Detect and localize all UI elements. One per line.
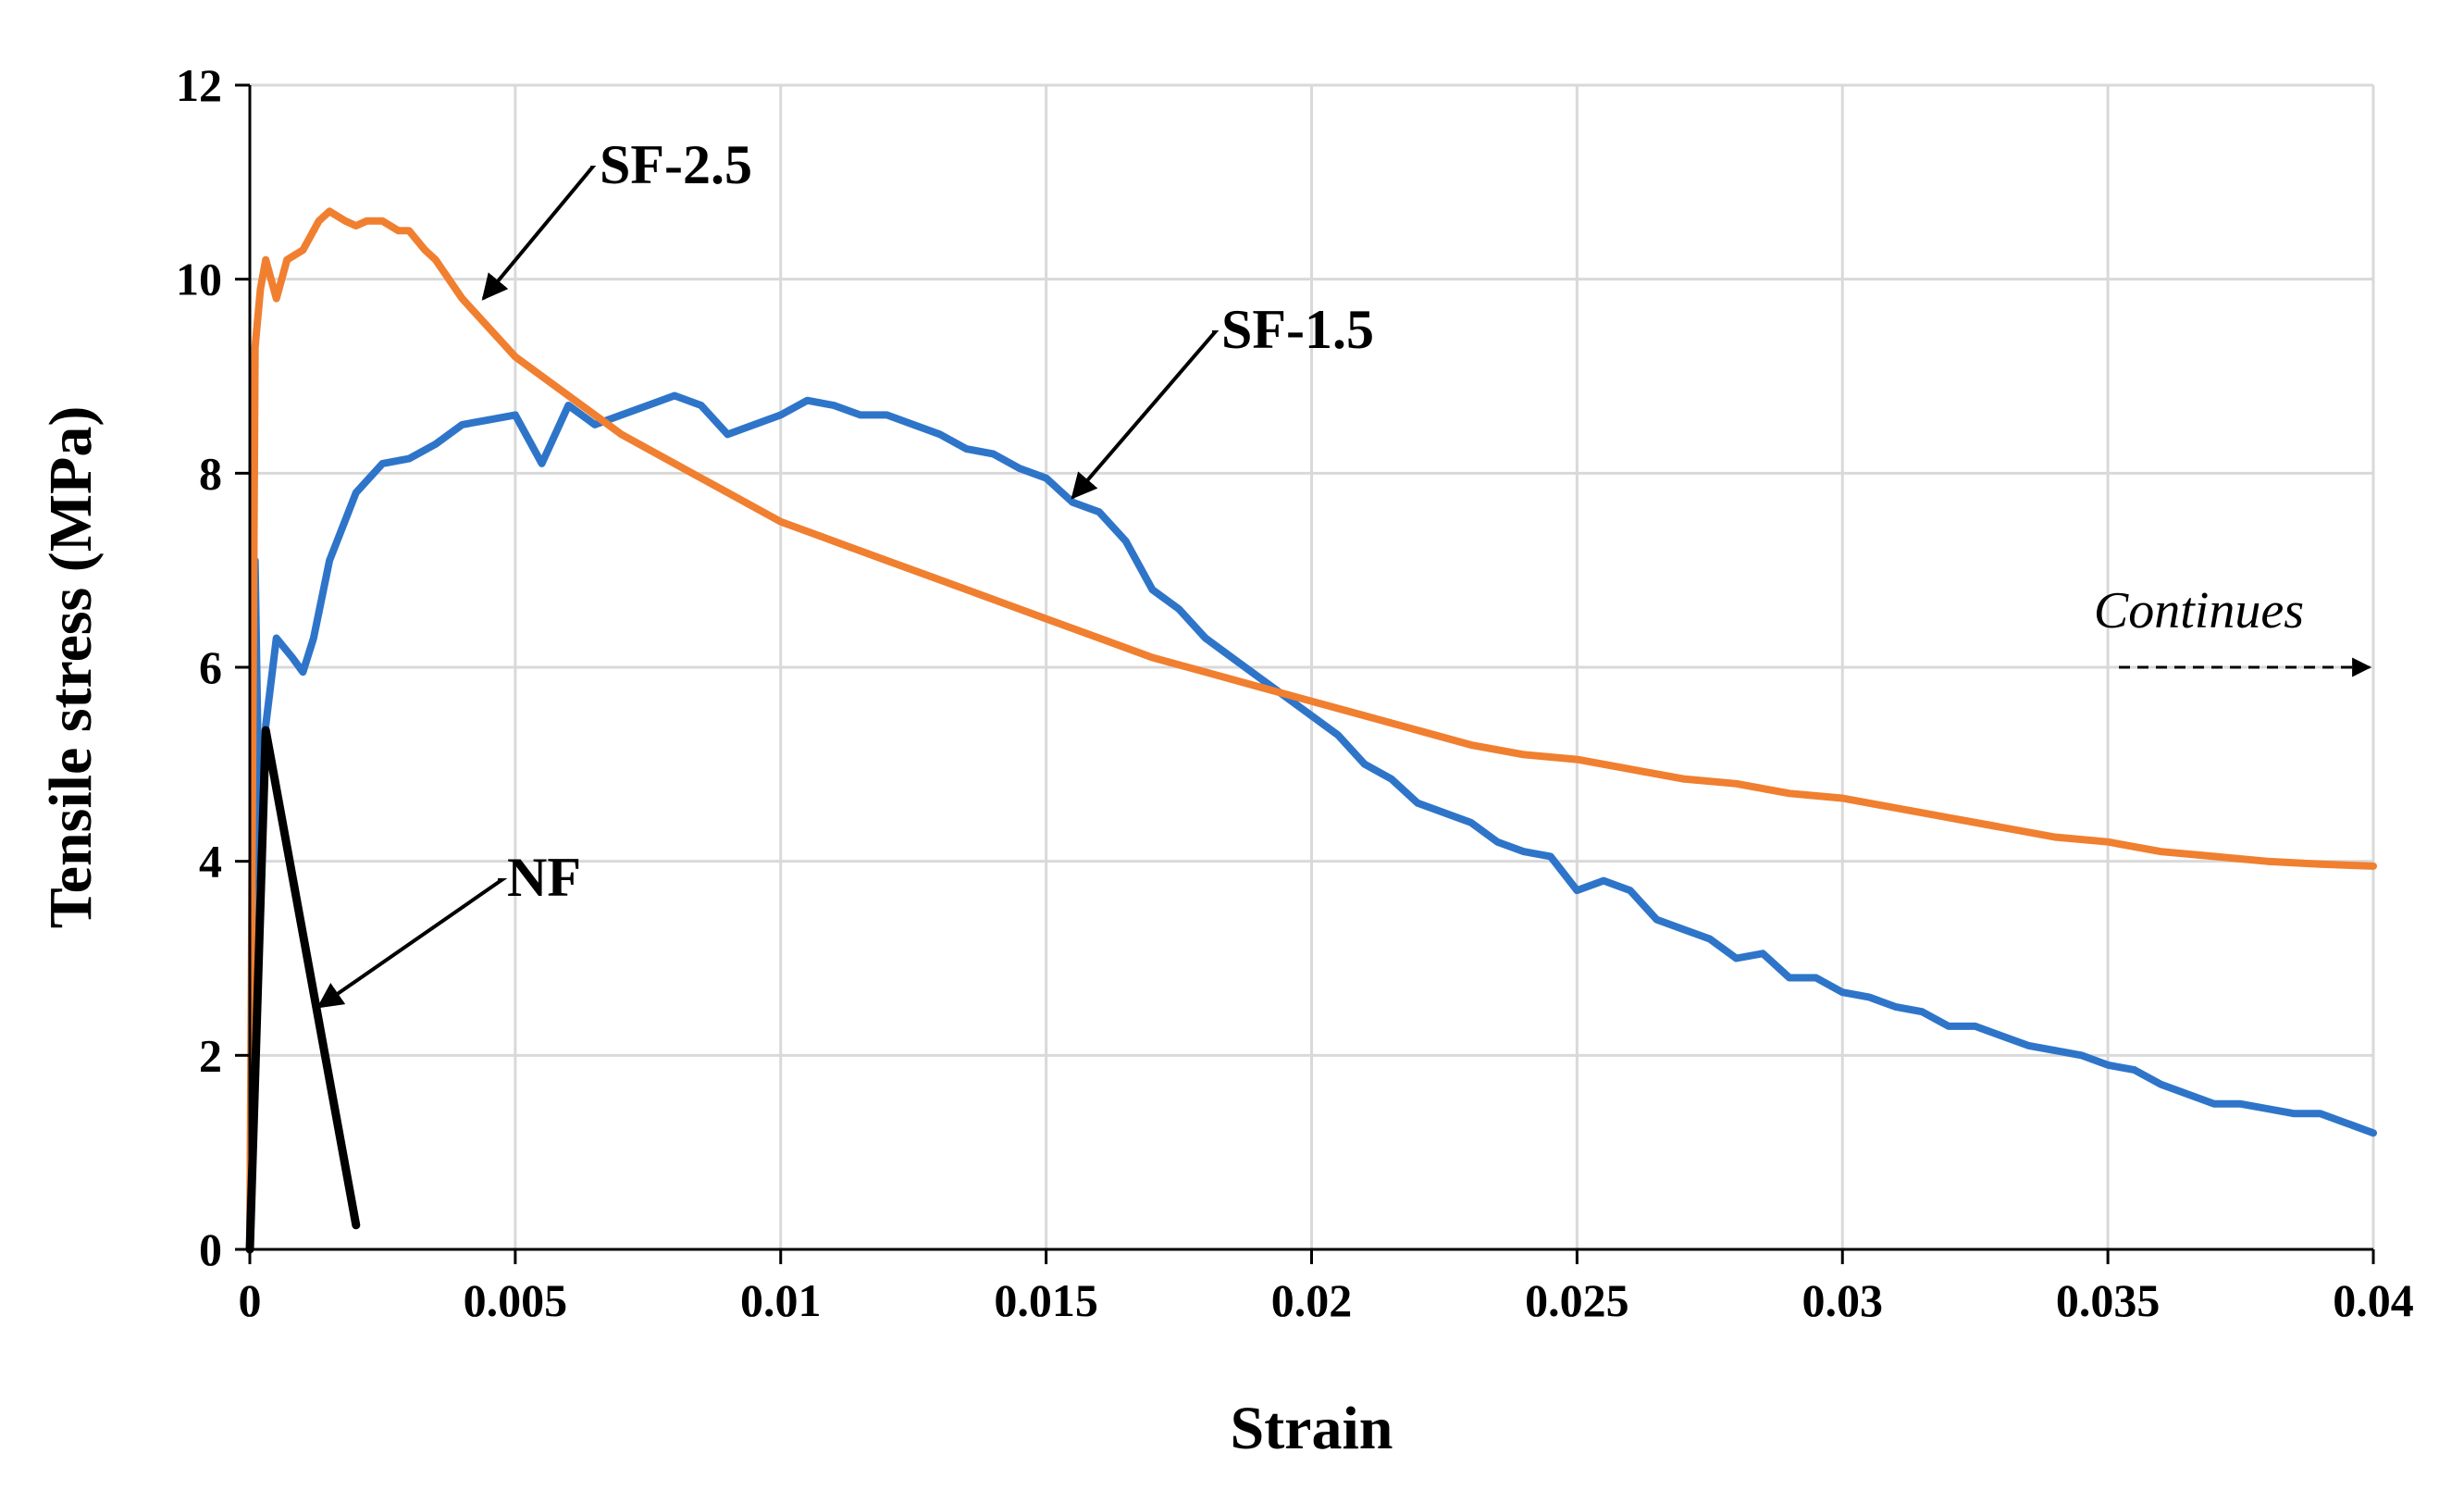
annotations: SF-2.5 SF-1.5 NF Continues — [316, 134, 2372, 1009]
y-tick-label: 4 — [199, 836, 222, 888]
x-tick-label: 0.02 — [1271, 1274, 1353, 1326]
tick-labels: 0 0.005 0.01 0.015 0.02 0.025 0.03 0.035 0.04 0 2 4… — [176, 59, 2414, 1326]
x-axis-label: Strain — [1230, 1395, 1393, 1462]
x-tick-label: 0 — [239, 1274, 262, 1326]
series-layer — [245, 207, 2377, 1254]
y-axis-label: Tensile stress (MPa) — [37, 406, 105, 929]
y-tick-label: 2 — [199, 1029, 222, 1081]
callout-label-sf-2-5: SF-2.5 — [600, 134, 752, 195]
series-line-nf — [245, 726, 361, 1254]
y-tick-label: 0 — [199, 1223, 222, 1275]
callout-arrow-nf — [316, 878, 508, 1009]
grid — [250, 83, 2375, 1249]
x-tick-label: 0.025 — [1525, 1274, 1629, 1326]
callout-arrow-sf-2-5 — [481, 166, 597, 301]
x-tick-label: 0.035 — [2056, 1274, 2161, 1326]
x-tick-label: 0.015 — [994, 1274, 1098, 1326]
y-tick-label: 10 — [176, 254, 222, 305]
x-tick-label: 0.01 — [740, 1274, 822, 1326]
y-tick-label: 8 — [199, 447, 222, 499]
x-tick-label: 0.005 — [464, 1274, 568, 1326]
callout-label-nf: NF — [507, 847, 581, 908]
x-tick-label: 0.03 — [1802, 1274, 1884, 1326]
axes — [235, 83, 2375, 1264]
x-tick-label: 0.04 — [2333, 1274, 2414, 1326]
callout-arrow-sf-1-5 — [1071, 330, 1220, 500]
series-line-sf-1-5 — [246, 391, 2377, 1253]
continues-label: Continues — [2094, 582, 2304, 639]
callout-label-sf-1-5: SF-1.5 — [1221, 299, 1374, 360]
series-line-sf-2-5 — [246, 207, 2377, 1253]
y-tick-label: 12 — [176, 59, 222, 111]
y-tick-label: 6 — [199, 641, 222, 693]
